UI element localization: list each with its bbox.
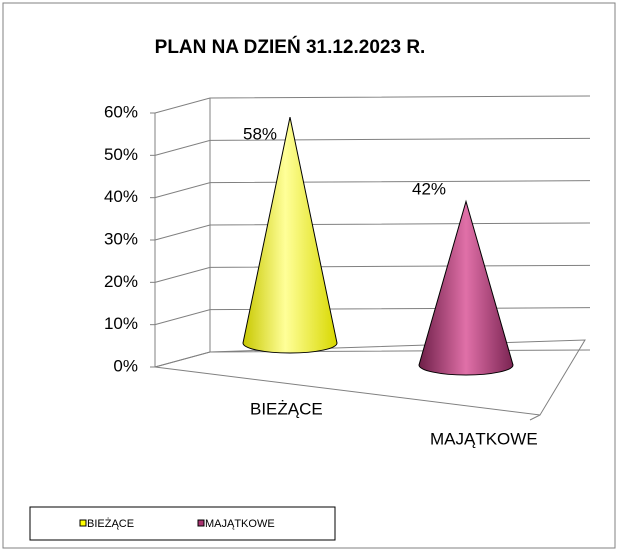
x-tick-label: MAJĄTKOWE [430, 429, 538, 448]
y-tick-label: 0% [113, 356, 138, 375]
chart-title: PLAN NA DZIEŃ 31.12.2023 R. [155, 36, 426, 58]
data-label: 42% [412, 179, 446, 198]
y-tick-label: 40% [104, 187, 138, 206]
legend-marker [79, 519, 87, 527]
legend [29, 506, 336, 541]
floor-edge [529, 414, 541, 421]
y-tick-label: 10% [104, 314, 138, 333]
y-tick-label: 20% [104, 272, 138, 291]
data-label: 58% [243, 124, 277, 143]
y-tick-label: 30% [104, 229, 138, 248]
cone [242, 117, 338, 354]
y-tick-label: 50% [104, 145, 138, 164]
legend-label: MAJĄTKOWE [205, 518, 275, 530]
cone [418, 199, 514, 376]
legend-marker [197, 519, 205, 527]
y-tick-label: 60% [104, 102, 138, 121]
legend-label: BIEŻĄCE [87, 517, 134, 530]
x-tick-label: BIEŻĄCE [250, 399, 323, 418]
